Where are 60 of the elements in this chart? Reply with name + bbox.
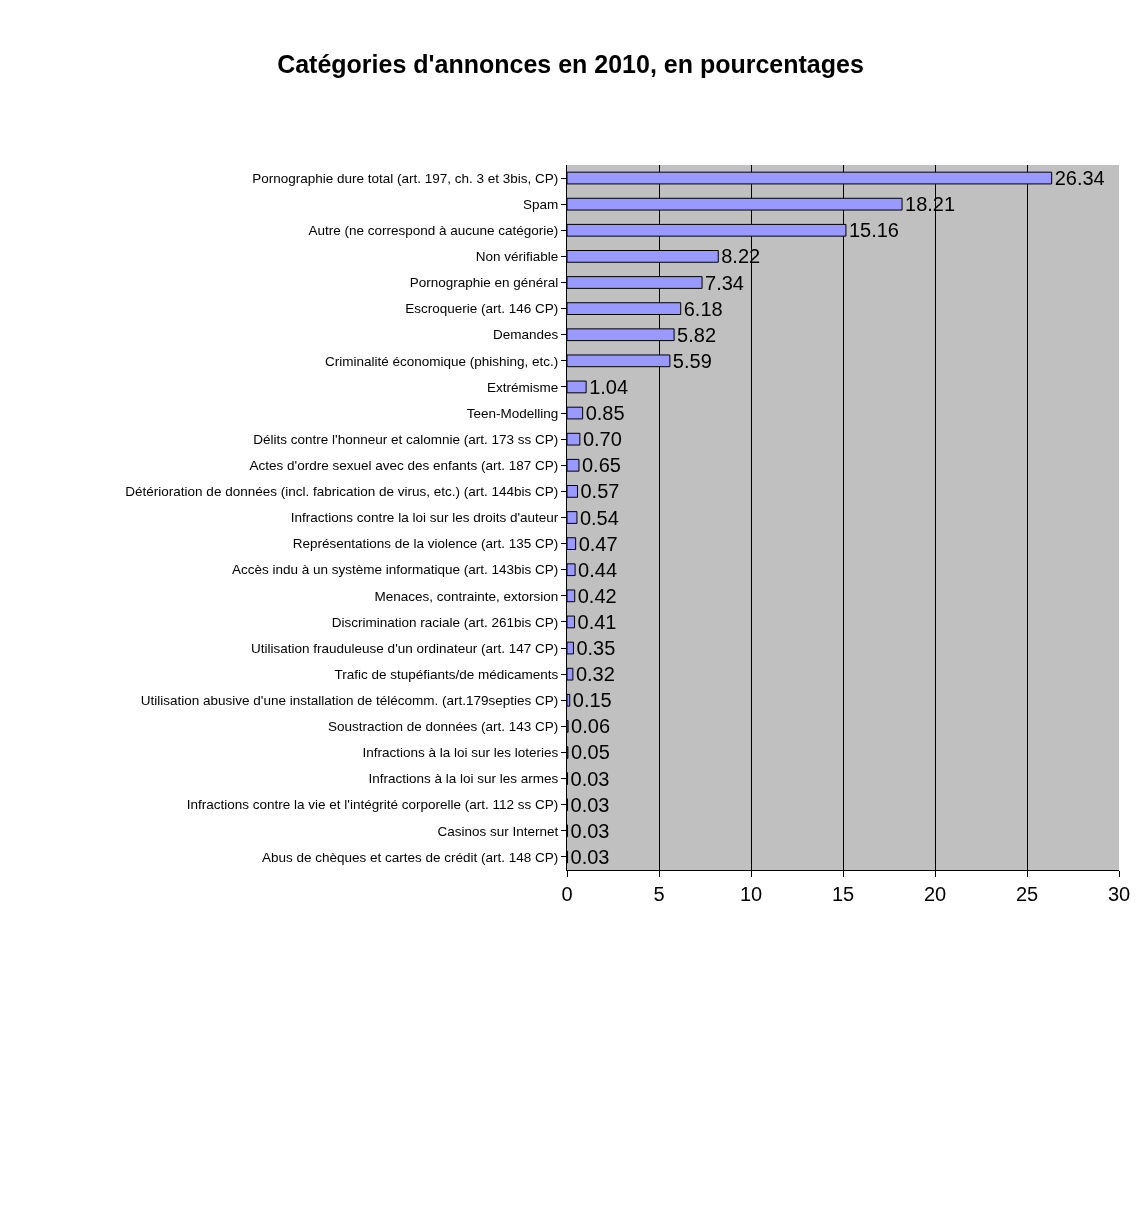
y-tick-label: Extrémisme <box>487 379 559 395</box>
x-tick-label: 0 <box>561 883 573 905</box>
data-label: 0.03 <box>570 845 610 868</box>
y-tick-label: Non vérifiable <box>475 249 559 265</box>
y-tick-label: Autre (ne correspond à aucune catégorie) <box>308 223 559 239</box>
y-tick-label: Trafic de stupéfiants/de médicaments <box>334 666 559 682</box>
data-label: 0.05 <box>570 741 610 764</box>
y-tick-label: Utilisation frauduleuse d'un ordinateur (art. 147 CP) <box>251 640 559 656</box>
data-label: 0.03 <box>570 819 610 842</box>
y-tick-label: Infractions contre la vie et l'intégrité corporelle (art. 112 ss CP) <box>186 797 559 813</box>
x-tick-label: 10 <box>739 883 763 905</box>
data-label: 0.03 <box>570 793 610 816</box>
y-tick-label: Discrimination raciale (art. 261bis CP) <box>331 614 559 630</box>
y-tick-label: Accès indu à un système informatique (art. 143bis CP) <box>231 562 559 578</box>
data-label: 0.06 <box>571 715 611 738</box>
y-tick-label: Criminalité économique (phishing, etc.) <box>324 353 559 369</box>
chart-title: Catégories d'annonces en 2010, en pourcentages <box>277 49 864 78</box>
data-label: 15.16 <box>848 219 899 242</box>
x-tick-label: 5 <box>653 883 665 905</box>
data-label: 7.34 <box>705 271 744 294</box>
x-tick-label: 20 <box>923 883 947 905</box>
y-tick-label: Détérioration de données (incl. fabrication de virus, etc.) (art. 144bis CP) <box>125 484 559 500</box>
y-tick-label: Spam <box>523 196 559 212</box>
y-tick-label: Infractions contre la loi sur les droits d'auteur <box>290 510 559 526</box>
data-label: 0.57 <box>580 480 620 503</box>
data-label: 0.47 <box>578 532 618 555</box>
data-label: 0.35 <box>576 637 616 660</box>
data-label: 0.41 <box>577 610 617 633</box>
x-tick-label: 25 <box>1015 883 1039 905</box>
y-tick-label: Teen-Modelling <box>466 405 559 421</box>
y-tick-label: Menaces, contrainte, extorsion <box>374 588 559 604</box>
data-label: 0.85 <box>585 402 625 425</box>
y-tick-label: Demandes <box>493 327 559 343</box>
y-tick-label: Pornographie dure total (art. 197, ch. 3 et 3bis, CP) <box>252 170 559 186</box>
y-tick-label: Délits contre l'honneur et calomnie (art. 173 ss CP) <box>253 431 559 447</box>
y-tick-label: Soustraction de données (art. 143 CP) <box>327 719 559 735</box>
data-label: 6.18 <box>683 297 723 320</box>
data-label: 0.44 <box>578 558 618 581</box>
y-tick-label: Actes d'ordre sexuel avec des enfants (art. 187 CP) <box>249 458 559 474</box>
y-tick-label: Infractions à la loi sur les armes <box>368 771 559 787</box>
y-tick-label: Représentations de la violence (art. 135 CP) <box>292 536 559 552</box>
data-label: 0.42 <box>577 584 617 607</box>
data-label: 0.65 <box>581 454 621 477</box>
data-label: 26.34 <box>1054 167 1105 190</box>
x-tick-label: 30 <box>1107 883 1131 905</box>
data-label: 0.70 <box>582 428 622 451</box>
data-label: 5.59 <box>672 349 712 372</box>
y-tick-label: Casinos sur Internet <box>437 823 559 839</box>
x-tick-label: 15 <box>831 883 855 905</box>
data-label: 0.54 <box>579 506 619 529</box>
data-label: 0.15 <box>572 689 612 712</box>
y-tick-label: Utilisation abusive d'une installation de télécomm. (art.179septies CP) <box>140 693 559 709</box>
data-label: 1.04 <box>589 375 629 398</box>
data-label: 0.32 <box>575 663 615 686</box>
y-tick-label: Pornographie en général <box>409 275 559 291</box>
data-label: 0.03 <box>570 767 610 790</box>
y-tick-label: Infractions à la loi sur les loteries <box>362 745 559 761</box>
data-label: 5.82 <box>677 323 717 346</box>
y-tick-label: Escroquerie (art. 146 CP) <box>405 301 559 317</box>
y-tick-label: Abus de chèques et cartes de crédit (art. 148 CP) <box>261 849 559 865</box>
